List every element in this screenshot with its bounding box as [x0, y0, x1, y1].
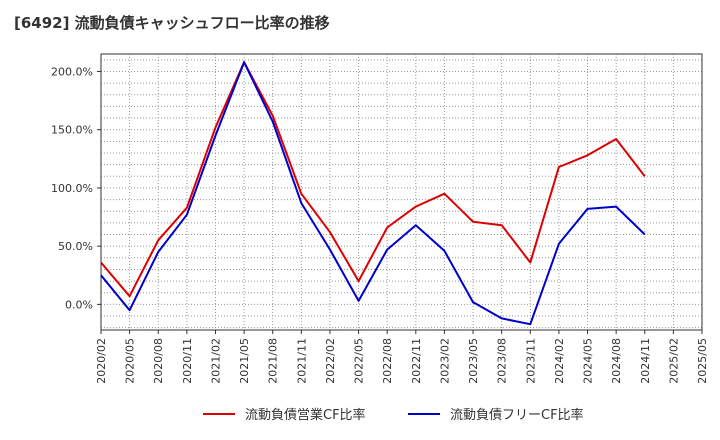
x-tick-label: 2020/05: [124, 338, 137, 384]
x-tick-label: 2023/02: [438, 338, 451, 384]
legend-label: 流動負債フリーCF比率: [450, 407, 584, 423]
y-tick-label: 100.0%: [51, 182, 93, 195]
series-line-operating-cf: [100, 61, 646, 298]
x-tick-label: 2021/11: [295, 338, 308, 384]
plot-area: [101, 54, 702, 330]
y-tick-label: 0.0%: [65, 298, 93, 311]
x-tick-label: 2024/11: [639, 338, 652, 384]
x-tick-label: 2022/11: [410, 338, 423, 384]
x-tick-label: 2022/08: [381, 338, 394, 384]
x-tick-label: 2024/05: [582, 338, 595, 384]
x-tick-label: 2024/08: [610, 338, 623, 384]
x-tick-label: 2025/02: [667, 338, 680, 384]
y-tick-label: 150.0%: [51, 124, 93, 137]
x-tick-label: 2025/05: [696, 338, 709, 384]
y-tick-label: 50.0%: [58, 240, 93, 253]
y-tick-label: 200.0%: [51, 65, 93, 78]
legend-label: 流動負債営業CF比率: [245, 407, 366, 423]
x-tick-label: 2021/08: [267, 338, 280, 384]
x-tick-label: 2022/02: [324, 338, 337, 384]
series-line-free-cf: [100, 61, 646, 326]
x-tick-label: 2024/02: [553, 338, 566, 384]
x-tick-label: 2023/08: [496, 338, 509, 384]
x-tick-label: 2021/05: [238, 338, 251, 384]
x-tick-label: 2022/05: [353, 338, 366, 384]
x-tick-label: 2020/11: [181, 338, 194, 384]
x-tick-label: 2023/05: [467, 338, 480, 384]
x-tick-label: 2023/11: [524, 338, 537, 384]
plot-frame: [100, 53, 703, 331]
x-tick-label: 2020/08: [152, 338, 165, 384]
x-tick-label: 2020/02: [95, 338, 108, 384]
x-tick-label: 2021/02: [209, 338, 222, 384]
chart-title: [6492] 流動負債キャッシュフロー比率の推移: [14, 14, 330, 32]
